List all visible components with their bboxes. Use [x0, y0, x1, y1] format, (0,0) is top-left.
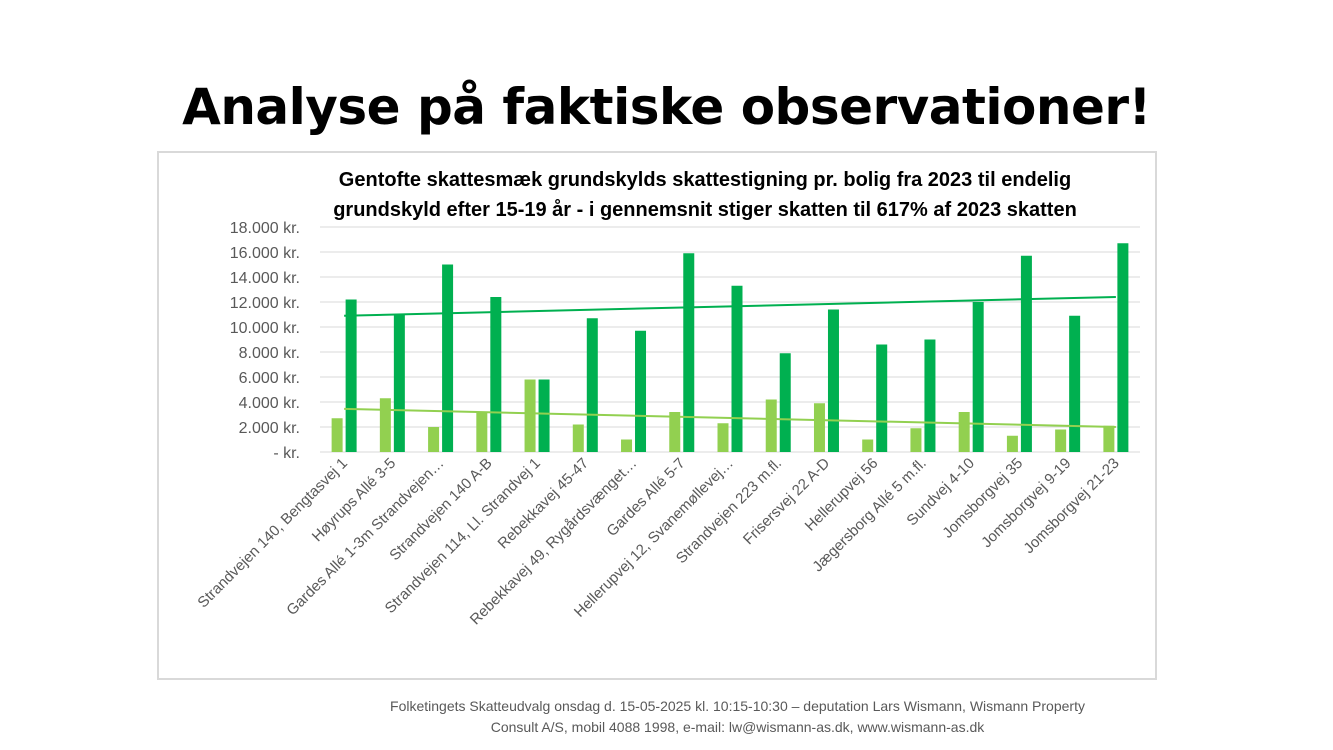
y-axis-ticks: - kr. 2.000 kr. 4.000 kr. 6.000 kr. 8.000 kr…	[230, 220, 300, 462]
bar-series-2	[1069, 315, 1081, 452]
category-label: Rebekkavej 45-47	[495, 455, 593, 553]
y-tick-label: 16.000 kr.	[230, 245, 300, 262]
trendline	[344, 296, 1116, 317]
bar-series-1	[379, 398, 391, 452]
category-label: Jomsborgvej 9-19	[978, 455, 1074, 551]
y-tick-label: 6.000 kr.	[239, 370, 300, 387]
y-tick-label: 8.000 kr.	[239, 345, 300, 362]
bar-series-2	[345, 299, 357, 452]
bar-series-1	[331, 418, 343, 452]
bar-series-2	[442, 264, 454, 452]
bar-series-2	[393, 314, 405, 452]
bar-series-1	[572, 424, 584, 452]
bar-series-1	[813, 403, 825, 452]
bar-series-2	[827, 309, 839, 452]
bar-series-2	[876, 344, 888, 452]
trendline	[344, 407, 1116, 428]
bar-series-2	[779, 353, 791, 452]
bar-series-2	[972, 302, 984, 452]
bar-series-1	[524, 379, 536, 452]
slide-title: Analyse på faktiske observationer!	[182, 78, 1151, 136]
bar-series-1	[958, 412, 970, 452]
bar-series-1	[1103, 425, 1115, 452]
y-tick-label: 12.000 kr.	[230, 295, 300, 312]
chart-title-line2: grundskyld efter 15-19 år - i gennemsnit…	[333, 198, 1077, 221]
footer-line1: Folketingets Skatteudvalg onsdag d. 15-0…	[390, 698, 1085, 714]
bar-series-1	[476, 412, 488, 452]
bar-series-2	[635, 330, 647, 452]
y-tick-label: 2.000 kr.	[239, 420, 300, 437]
y-tick-label: 18.000 kr.	[230, 220, 300, 237]
category-label: Frisersvej 22 A-D	[740, 455, 833, 548]
category-label: Jomsborgvej 21-23	[1020, 455, 1122, 557]
y-tick-label: 10.000 kr.	[230, 320, 300, 337]
bar-series-1	[717, 423, 729, 452]
bar-series-2	[1117, 243, 1129, 452]
y-tick-label: - kr.	[273, 445, 300, 462]
bar-series-1	[621, 439, 633, 452]
bar-series-2	[1020, 255, 1032, 452]
bar-series-2	[924, 339, 936, 452]
bars	[331, 243, 1129, 452]
footer: Folketingets Skatteudvalg onsdag d. 15-0…	[300, 696, 1175, 738]
bar-series-2	[586, 318, 598, 452]
footer-line2: Consult A/S, mobil 4088 1998, e-mail: lw…	[490, 719, 985, 735]
bar-series-1	[862, 439, 874, 452]
category-label: Høyrups Allé 3-5	[309, 455, 399, 545]
y-tick-label: 4.000 kr.	[239, 395, 300, 412]
bar-series-1	[765, 399, 777, 452]
bar-series-2	[683, 253, 695, 452]
bar-series-1	[428, 427, 440, 452]
trendlines	[344, 296, 1116, 428]
gridlines	[320, 226, 1140, 453]
bar-series-1	[669, 412, 681, 452]
chart-title-line1: Gentofte skattesmæk grundskylds skattest…	[339, 169, 1071, 191]
y-tick-label: 14.000 kr.	[230, 270, 300, 287]
bar-series-2	[731, 285, 743, 452]
bar-series-2	[490, 297, 502, 452]
bar-series-1	[1006, 435, 1018, 452]
bar-series-1	[910, 428, 922, 452]
bar-series-1	[1055, 429, 1067, 452]
bar-series-2	[538, 379, 550, 452]
